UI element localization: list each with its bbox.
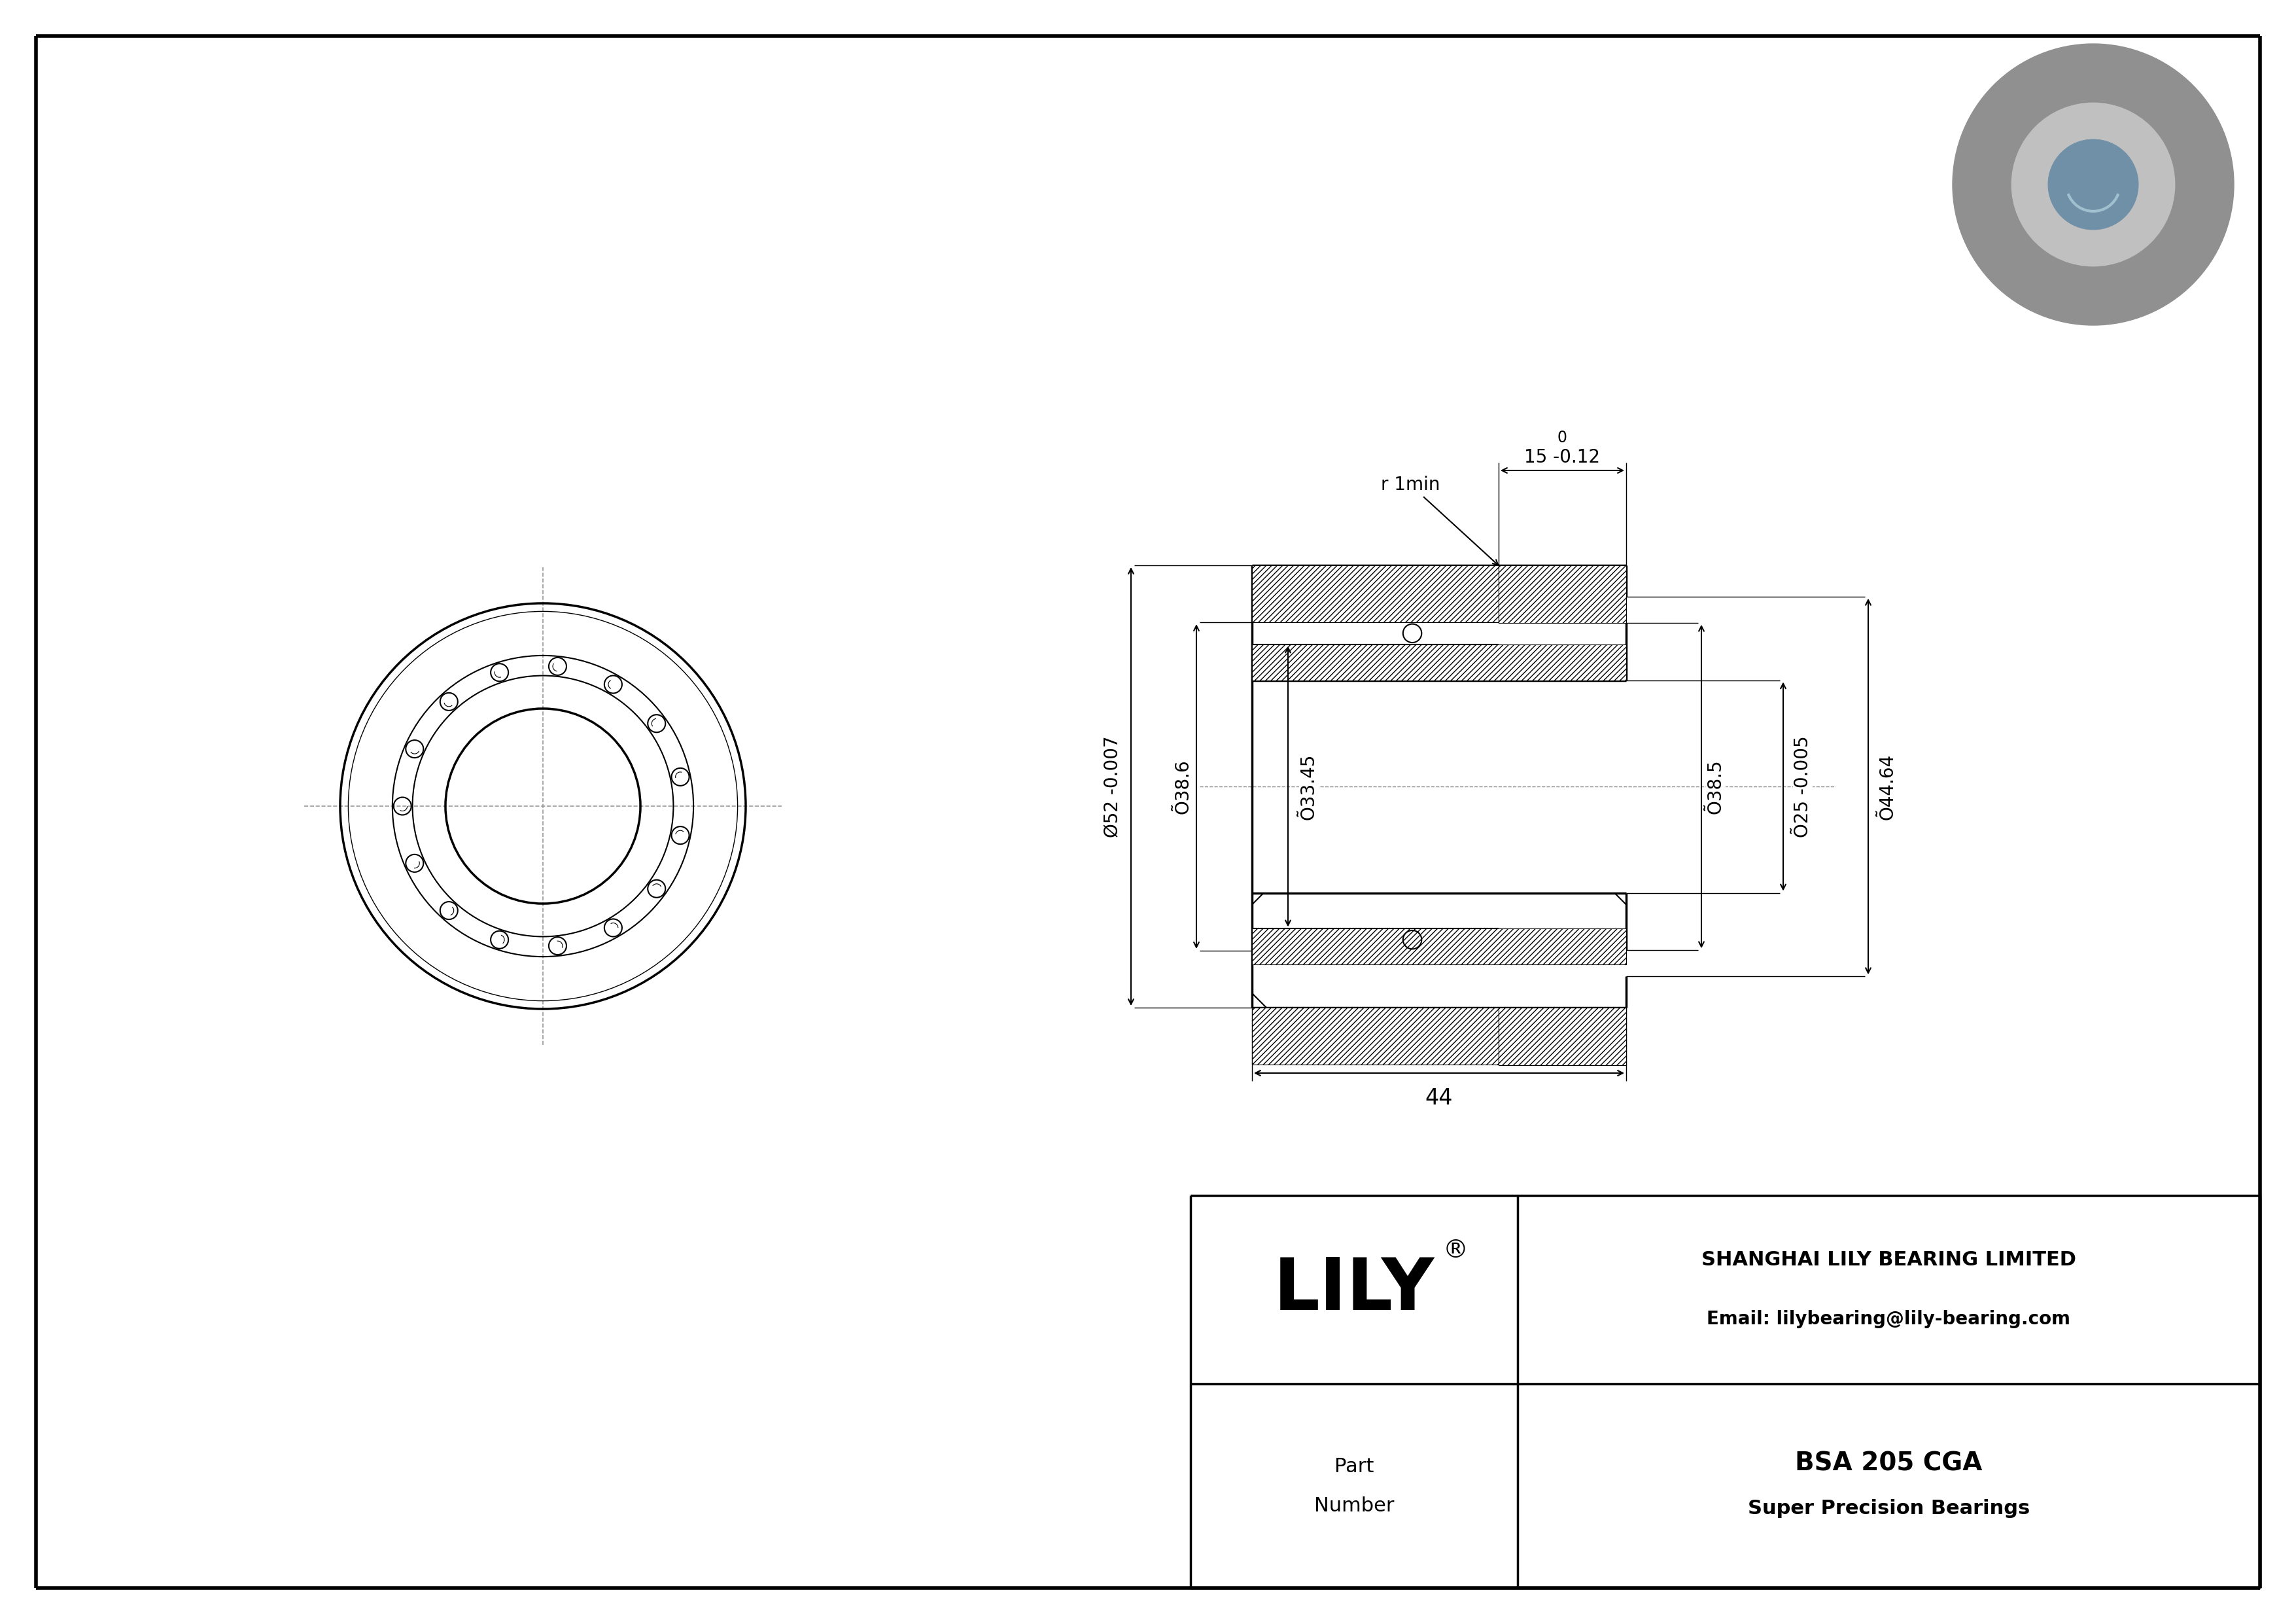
- Text: SHANGHAI LILY BEARING LIMITED: SHANGHAI LILY BEARING LIMITED: [1701, 1250, 2076, 1270]
- Bar: [1251, 645, 1626, 680]
- Text: Õ44.64: Õ44.64: [1878, 754, 1896, 820]
- Text: 0: 0: [1798, 760, 1807, 776]
- Text: Õ33.45: Õ33.45: [1300, 754, 1318, 820]
- Text: Õ38.5: Õ38.5: [1706, 758, 1724, 814]
- Text: Õ25 -0.005: Õ25 -0.005: [1793, 736, 1812, 838]
- Bar: [1499, 565, 1626, 622]
- Text: 0: 0: [1107, 760, 1118, 776]
- Text: r 1min: r 1min: [1380, 476, 1497, 565]
- Bar: [1251, 1007, 1499, 1065]
- Text: 15 -0.12: 15 -0.12: [1525, 448, 1600, 466]
- Text: LILY: LILY: [1274, 1255, 1435, 1325]
- Text: BSA 205 CGA: BSA 205 CGA: [1795, 1450, 1981, 1476]
- Text: Õ38.6: Õ38.6: [1173, 758, 1192, 814]
- Text: Ø52 -0.007: Ø52 -0.007: [1104, 736, 1123, 838]
- Circle shape: [2011, 102, 2174, 266]
- Bar: [1251, 929, 1626, 965]
- Circle shape: [2048, 140, 2138, 229]
- Bar: [1499, 1007, 1626, 1065]
- Text: Number: Number: [1313, 1496, 1394, 1515]
- Text: ®: ®: [1442, 1237, 1467, 1263]
- Text: Super Precision Bearings: Super Precision Bearings: [1747, 1499, 2030, 1518]
- Text: 44: 44: [1426, 1086, 1453, 1109]
- Ellipse shape: [2140, 80, 2202, 291]
- Text: 0: 0: [1557, 430, 1568, 445]
- Bar: [1251, 565, 1499, 622]
- Circle shape: [1952, 44, 2234, 325]
- Text: Part: Part: [1334, 1457, 1373, 1476]
- Text: Email: lilybearing@lily-bearing.com: Email: lilybearing@lily-bearing.com: [1706, 1311, 2071, 1328]
